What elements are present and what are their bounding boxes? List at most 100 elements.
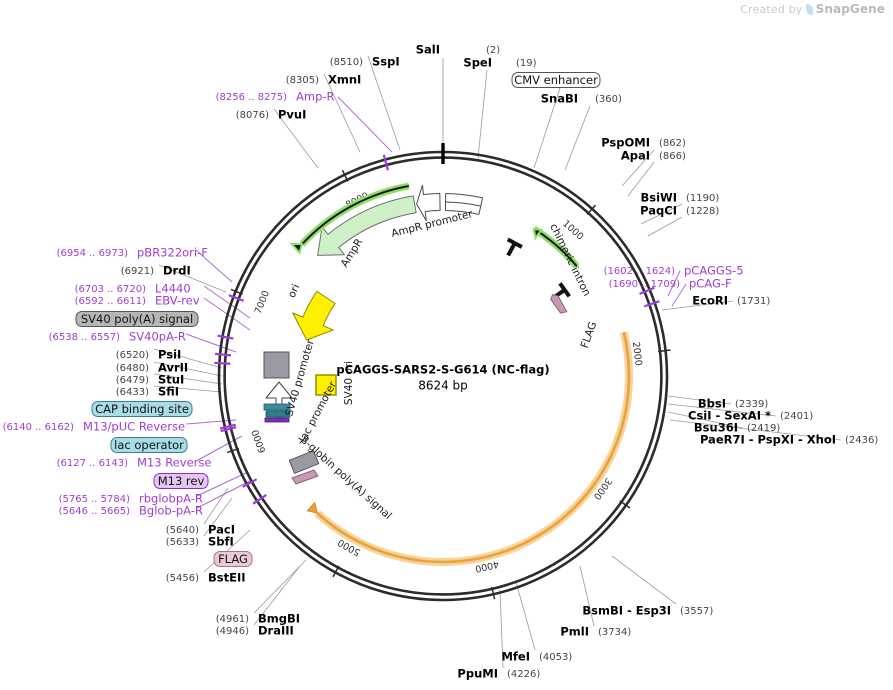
tick-label: 2000	[630, 341, 644, 366]
ampr-arrowhead	[289, 242, 304, 255]
inner-feature-label: SV40 ori	[343, 361, 355, 405]
leader-line	[533, 87, 561, 169]
enzyme-label: PacI (5640)	[166, 523, 235, 537]
primer-label: EBV-rev (6592 .. 6611)	[75, 294, 200, 308]
primer-range: (6703 .. 6720)	[75, 284, 147, 295]
enzyme-position: (3557)	[680, 606, 713, 617]
enzyme-label: PsiI (6520)	[116, 348, 182, 362]
leader-line	[499, 589, 504, 669]
enzyme-name: PacI	[208, 523, 235, 537]
enzyme-name: DrdI	[163, 264, 191, 278]
enzyme-label: SbfI (5633)	[166, 535, 234, 549]
primer-label: M13 Reverse (6127 .. 6143)	[57, 456, 212, 470]
primer-name: Amp-R	[296, 90, 335, 104]
enzyme-label: BbsI (2339)	[698, 397, 768, 411]
primer-name: M13/pUC Reverse	[83, 420, 185, 434]
enzyme-label: SnaBI (360)	[541, 92, 622, 106]
leader-line	[253, 565, 301, 626]
enzyme-label: ApaI (866)	[621, 149, 686, 163]
enzyme-name: SpeI	[463, 56, 492, 70]
primer-leader-line	[195, 249, 233, 283]
feature-arrow	[416, 184, 441, 222]
enzyme-position: (2)	[486, 45, 500, 56]
enzyme-position: (5633)	[166, 537, 199, 548]
tick-label: 6000	[250, 428, 268, 454]
enzyme-label: PspOMI (862)	[601, 136, 686, 150]
primer-tick	[643, 300, 660, 308]
leader-line	[203, 487, 229, 525]
s-gene-orf-arc	[316, 331, 631, 564]
enzyme-position: (6479)	[116, 375, 149, 386]
leader-line	[640, 203, 683, 225]
enzyme-name: StuI	[158, 373, 184, 387]
primer-tick	[639, 286, 655, 295]
enzyme-label: SpeI (19)	[463, 56, 536, 70]
enzyme-label: AvrII (6480)	[116, 361, 188, 375]
enzyme-label: BstEII (5456)	[166, 571, 246, 585]
leader-line	[661, 300, 734, 311]
lac-operator-feature	[265, 410, 291, 418]
label-text: lac operator	[114, 438, 184, 452]
bglobin-polya-primer	[291, 469, 319, 485]
leader-line	[367, 55, 401, 151]
enzyme-label: BsmBI - Esp3I (3557)	[582, 604, 713, 618]
primer-tick	[252, 494, 267, 505]
enzyme-label: XmnI (8305)	[286, 73, 362, 87]
leader-line	[153, 348, 223, 369]
leader-line	[667, 395, 732, 405]
boxed-feature-label: CAP binding site	[91, 401, 193, 417]
primer-range: (5646 .. 5665)	[59, 506, 131, 517]
enzyme-label: BsiWI (1190)	[640, 191, 719, 205]
enzyme-label: DraIII (4946)	[216, 624, 294, 638]
leader-line	[627, 161, 655, 197]
enzyme-position: (866)	[659, 151, 686, 162]
boxed-feature-label: M13 rev	[153, 473, 209, 489]
enzyme-position: (1731)	[737, 296, 770, 307]
enzyme-position: (2339)	[735, 399, 768, 410]
primer-range: (6592 .. 6611)	[75, 296, 147, 307]
primer-range: (5765 .. 5784)	[59, 494, 131, 505]
primer-tick	[214, 352, 232, 357]
enzyme-name: PmlI	[560, 625, 589, 639]
primer-leader-line	[667, 270, 681, 297]
enzyme-position: (5640)	[166, 525, 199, 536]
ori-arrow	[292, 290, 336, 341]
label-pill	[75, 311, 199, 327]
primer-label: L4440 (6703 .. 6720)	[75, 282, 191, 296]
primer-name: EBV-rev	[155, 294, 200, 308]
enzyme-name: PaeR7I - PspXI - XhoI	[700, 433, 836, 447]
primer-label: pCAG-F (1690 .. 1709)	[609, 277, 732, 291]
enzyme-position: (2436)	[845, 435, 878, 446]
leader-line	[477, 69, 488, 159]
leader-line	[564, 105, 591, 171]
enzyme-position: (6480)	[116, 363, 149, 374]
leader-line	[667, 411, 744, 429]
watermark-brand: SnapGene	[815, 2, 885, 16]
inner-feature-label: ori	[286, 282, 303, 299]
enzyme-label: SspI (8510)	[330, 55, 400, 69]
primer-name: Bglob-pA-R	[139, 504, 203, 518]
primer-label: pCAGGS-5 (1602 .. 1624)	[604, 264, 744, 278]
boxed-feature-label: CMV enhancer	[511, 72, 601, 88]
enzyme-position: (8076)	[236, 110, 269, 121]
primer-range: (6140 .. 6162)	[3, 422, 75, 433]
enzyme-position: (1228)	[686, 206, 719, 217]
primer-range: (1690 .. 1709)	[609, 279, 681, 290]
enzyme-name: BstEII	[208, 571, 246, 585]
enzyme-name: BsiWI	[640, 191, 677, 205]
terminator-glyph	[506, 237, 523, 257]
enzyme-position: (1190)	[686, 193, 719, 204]
m13-rev-primer-feature	[264, 417, 290, 423]
enzyme-label: PvuI (8076)	[236, 108, 307, 122]
enzyme-name: PaqCI	[640, 204, 677, 218]
feature-arcs	[214, 154, 660, 566]
enzyme-position: (4226)	[507, 669, 540, 680]
leader-line	[203, 497, 233, 537]
enzyme-label: DrdI (6921)	[121, 264, 191, 278]
enzyme-name: SspI	[372, 55, 400, 69]
label-text: FLAG	[218, 552, 248, 566]
plasmid-backbone	[217, 143, 669, 602]
enzyme-name: SnaBI	[541, 92, 578, 106]
primer-label: rbglobpA-R (5765 .. 5784)	[59, 492, 203, 506]
